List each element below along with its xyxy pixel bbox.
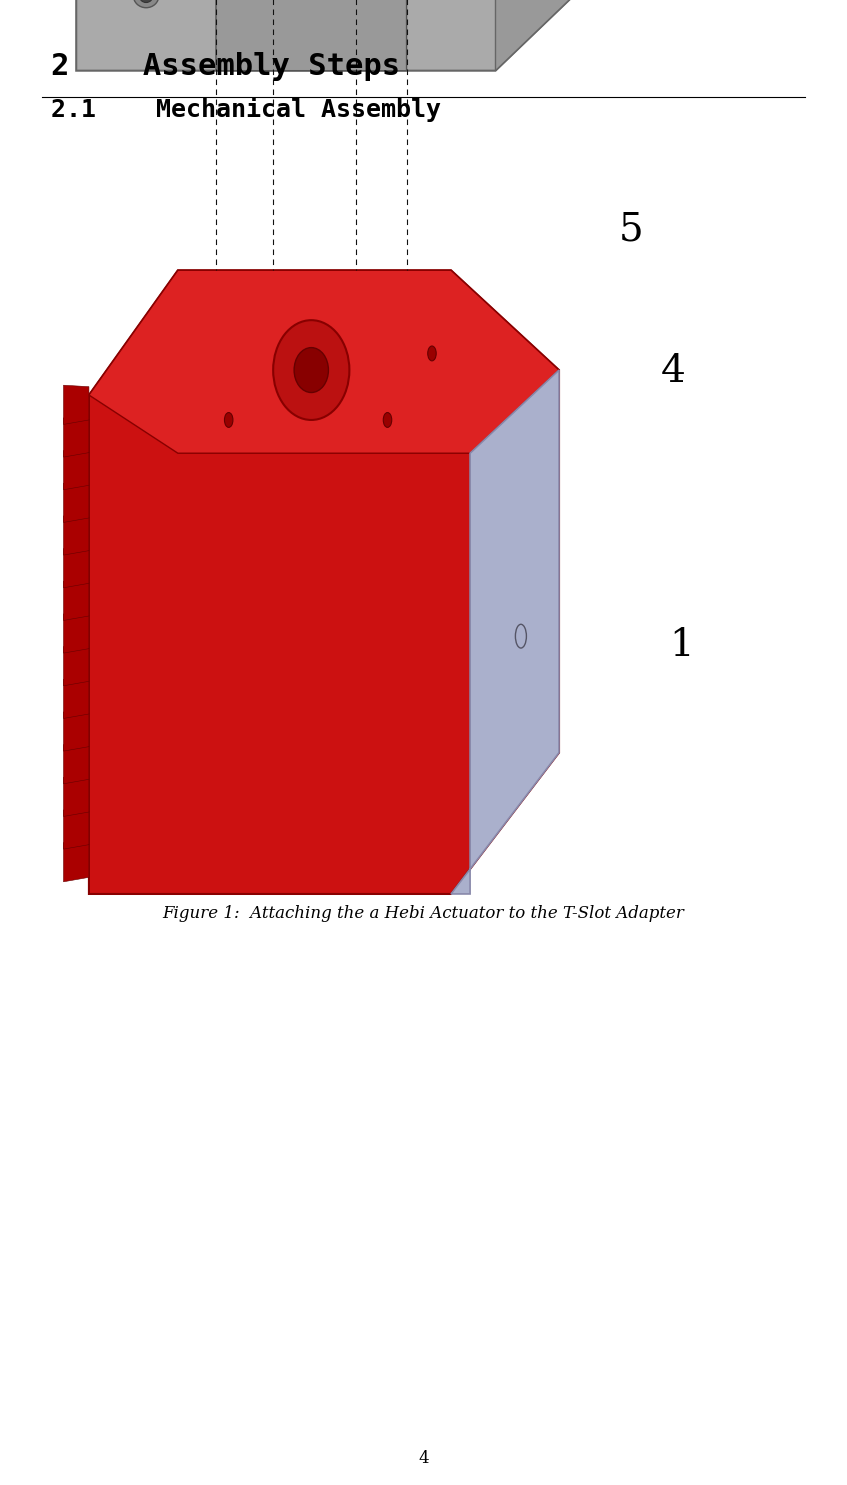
Polygon shape — [64, 450, 89, 490]
Text: 5: 5 — [618, 212, 643, 248]
Polygon shape — [64, 385, 89, 425]
Text: Figure 1:  Attaching the a Hebi Actuator to the T-Slot Adapter: Figure 1: Attaching the a Hebi Actuator … — [163, 904, 684, 922]
Ellipse shape — [294, 347, 329, 392]
Polygon shape — [76, 0, 591, 71]
Text: 4: 4 — [661, 353, 685, 389]
Ellipse shape — [324, 0, 349, 7]
Polygon shape — [64, 548, 89, 588]
Polygon shape — [451, 370, 559, 894]
Polygon shape — [64, 711, 89, 751]
Ellipse shape — [134, 0, 159, 7]
Polygon shape — [64, 515, 89, 555]
Polygon shape — [64, 842, 89, 882]
Text: 1: 1 — [669, 628, 694, 664]
Ellipse shape — [139, 0, 153, 3]
Polygon shape — [64, 483, 89, 523]
Ellipse shape — [329, 0, 344, 3]
Polygon shape — [64, 646, 89, 686]
Polygon shape — [64, 809, 89, 849]
Ellipse shape — [428, 346, 436, 361]
Polygon shape — [64, 581, 89, 621]
Ellipse shape — [224, 413, 233, 428]
Text: 2    Assembly Steps: 2 Assembly Steps — [51, 52, 400, 82]
Ellipse shape — [273, 321, 350, 420]
Polygon shape — [89, 270, 559, 453]
Polygon shape — [216, 0, 407, 71]
Polygon shape — [89, 270, 559, 894]
Polygon shape — [64, 744, 89, 784]
Polygon shape — [64, 679, 89, 719]
Text: 2.1    Mechanical Assembly: 2.1 Mechanical Assembly — [51, 97, 440, 122]
Polygon shape — [64, 417, 89, 457]
Polygon shape — [64, 777, 89, 817]
Polygon shape — [64, 613, 89, 653]
Text: 4: 4 — [418, 1449, 429, 1467]
Ellipse shape — [383, 413, 392, 428]
Polygon shape — [495, 0, 591, 71]
